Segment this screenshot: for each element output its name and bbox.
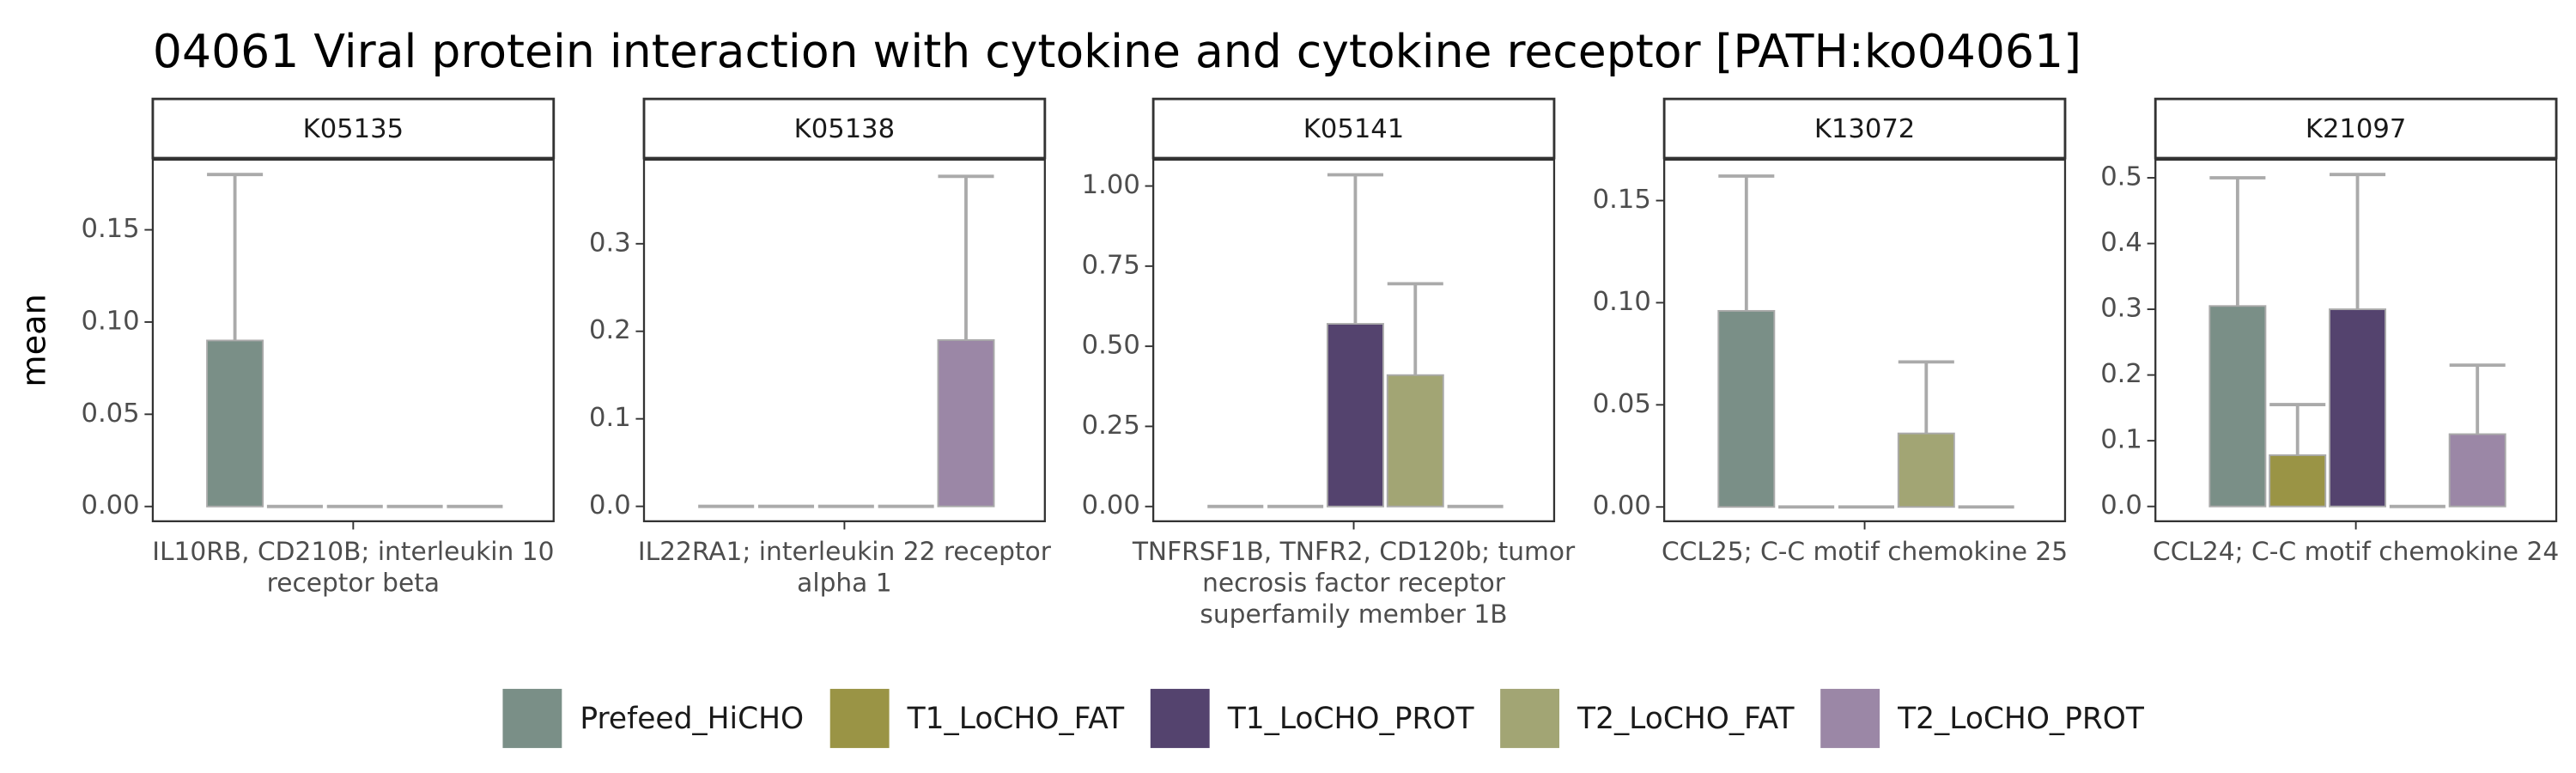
legend-label: T2_LoCHO_FAT: [1577, 702, 1795, 736]
y-tick-label: 0.05: [81, 399, 139, 429]
bar: [1326, 323, 1384, 508]
legend-label: Prefeed_HiCHO: [580, 702, 804, 736]
bar: [2329, 308, 2387, 508]
y-tick-label: 0.3: [2100, 294, 2142, 324]
chart-title: 04061 Viral protein interaction with cyt…: [153, 24, 2081, 78]
y-tick-label: 0.10: [81, 306, 139, 336]
x-tick-label: TNFRSF1B, TNFR2, CD120b; tumor necrosis f…: [1132, 536, 1576, 629]
x-tick-label-line: CCL25; C-C motif chemokine 25: [1662, 536, 2068, 566]
x-tick-label-line: CCL24; C-C motif chemokine 24: [2153, 536, 2559, 566]
legend-swatch: [1150, 689, 1210, 748]
y-tick-label: 0.00: [81, 490, 139, 520]
bar: [2448, 433, 2506, 508]
x-tick-label: IL22RA1; interleukin 22 receptor alpha 1: [638, 536, 1052, 597]
x-tick-label-line: alpha 1: [797, 567, 891, 597]
x-tick-label-line: necrosis factor receptor: [1202, 567, 1506, 597]
y-tick-label: 0.10: [1593, 287, 1651, 317]
y-tick-label: 0.2: [589, 315, 631, 345]
y-tick-label: 0.50: [1082, 331, 1140, 361]
x-tick-label-line: IL10RB, CD210B; interleukin 10: [152, 536, 554, 566]
legend-label: T2_LoCHO_PROT: [1897, 702, 2145, 736]
x-tick-label: CCL24; C-C motif chemokine 24: [2153, 536, 2559, 566]
bar: [2208, 305, 2267, 508]
y-tick-label: 0.15: [81, 214, 139, 244]
facet-strip: [151, 97, 556, 160]
facet-strip: [642, 97, 1047, 160]
legend-label: T1_LoCHO_PROT: [1227, 702, 1475, 736]
y-tick-label: 0.5: [2100, 162, 2142, 192]
bar: [1386, 374, 1444, 508]
y-tick-label: 0.75: [1082, 250, 1140, 280]
legend-swatch: [1820, 689, 1880, 748]
y-tick-label: 0.3: [589, 228, 631, 258]
facet-strip: [2154, 97, 2558, 160]
x-tick-label-line: superfamily member 1B: [1200, 598, 1507, 628]
y-tick-label: 0.25: [1082, 411, 1140, 441]
x-tick-label-line: IL22RA1; interleukin 22 receptor: [638, 536, 1052, 566]
y-tick-label: 0.1: [2100, 425, 2142, 455]
facet-label: K05141: [1303, 114, 1404, 144]
bar: [937, 338, 995, 508]
legend-swatch: [1500, 689, 1560, 748]
y-tick-label: 0.00: [1082, 490, 1140, 520]
y-axis-label: mean: [15, 294, 54, 386]
legend-label: T1_LoCHO_FAT: [907, 702, 1126, 736]
y-tick-label: 1.00: [1082, 170, 1140, 200]
y-tick-label: 0.0: [2100, 490, 2142, 520]
legend-swatch: [502, 689, 562, 748]
y-tick-label: 0.05: [1593, 389, 1651, 419]
facet-label: K05138: [794, 114, 895, 144]
bar: [206, 339, 264, 508]
y-tick-label: 0.15: [1593, 185, 1651, 215]
bar: [2269, 454, 2327, 508]
bar: [1717, 309, 1776, 508]
y-tick-label: 0.2: [2100, 359, 2142, 389]
facet-label: K13072: [1814, 114, 1915, 144]
facet-strip: [1151, 97, 1556, 160]
facet-label: K05135: [303, 114, 404, 144]
x-tick-label-line: TNFRSF1B, TNFR2, CD120b; tumor: [1132, 536, 1576, 566]
legend-swatch: [829, 689, 890, 748]
y-tick-label: 0.4: [2100, 228, 2142, 258]
x-tick-label-line: receptor beta: [267, 567, 440, 597]
x-tick-label: CCL25; C-C motif chemokine 25: [1662, 536, 2068, 566]
y-tick-label: 0.1: [589, 403, 631, 433]
facet-label: K21097: [2306, 114, 2406, 144]
facet-strip: [1662, 97, 2067, 160]
y-tick-label: 0.00: [1593, 491, 1651, 521]
bar: [1897, 432, 1955, 508]
y-tick-label: 0.0: [589, 490, 631, 520]
x-tick-label: IL10RB, CD210B; interleukin 10 receptor b…: [152, 536, 554, 597]
